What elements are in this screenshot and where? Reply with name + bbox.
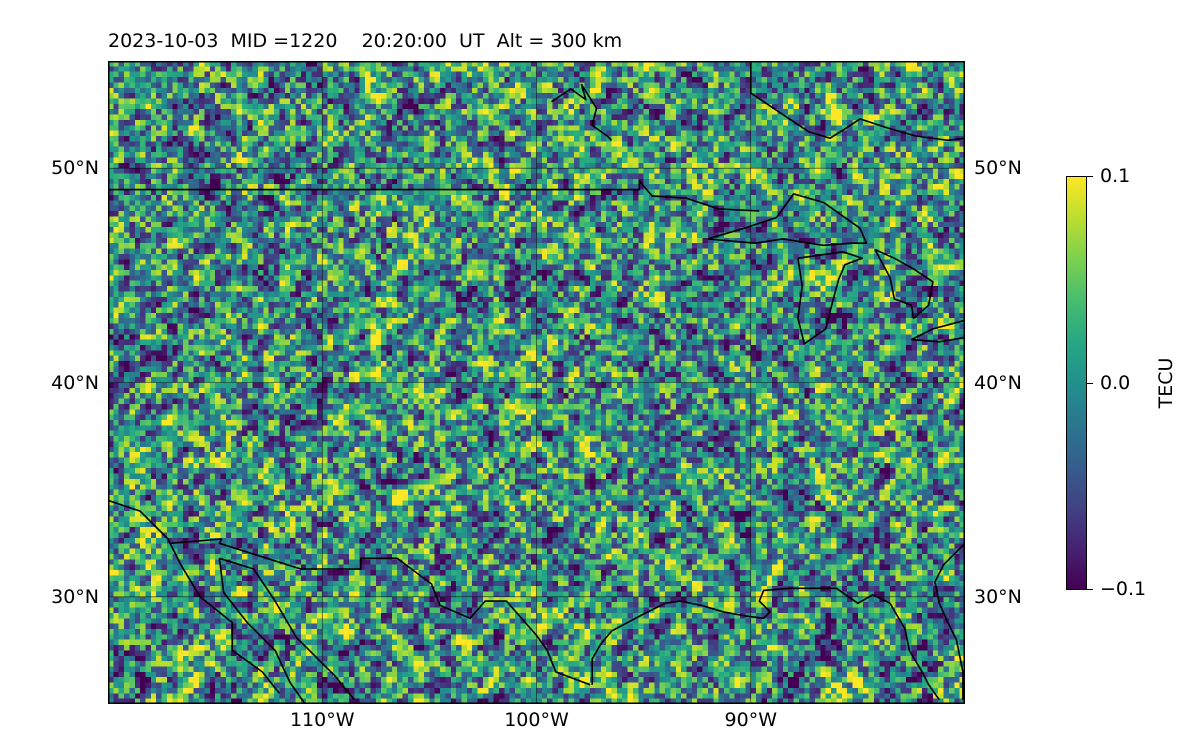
lat-label-right: 50°N bbox=[974, 157, 1022, 180]
coastline-baja-gulf bbox=[218, 558, 306, 704]
coastline-pacific-coast bbox=[108, 499, 281, 694]
lon-label: 90°W bbox=[724, 709, 777, 731]
coastline-hudson-bay bbox=[749, 61, 965, 142]
coastline-mexico-border bbox=[170, 538, 591, 686]
coastline-lake-michigan bbox=[797, 251, 864, 345]
colorbar-tick-label: −0.1 bbox=[1100, 578, 1147, 600]
lat-label-left: 30°N bbox=[51, 585, 99, 608]
colorbar-tick bbox=[1087, 382, 1093, 384]
map-frame bbox=[108, 61, 965, 704]
lon-label: 110°W bbox=[289, 709, 355, 731]
coastline-us-canada-border bbox=[108, 180, 760, 212]
coastline-sonora-coast bbox=[219, 557, 356, 701]
coastline-lake-huron bbox=[874, 248, 934, 320]
colorbar-label: TECU bbox=[1155, 357, 1177, 409]
colorbar-tick bbox=[1087, 176, 1093, 177]
lat-label-right: 40°N bbox=[974, 371, 1022, 394]
colorbar-tick-label: 0.1 bbox=[1100, 165, 1131, 187]
coastline-gulf-coast bbox=[591, 587, 940, 701]
lat-label-left: 50°N bbox=[51, 157, 99, 180]
colorbar bbox=[1066, 176, 1087, 590]
coastline-lake-winnipeg bbox=[551, 83, 613, 141]
lon-label: 100°W bbox=[504, 709, 569, 731]
coastline-lake-superior bbox=[707, 193, 868, 247]
colorbar-tick bbox=[1087, 589, 1093, 590]
coastline-florida-atlantic bbox=[934, 542, 965, 700]
map-panel bbox=[108, 61, 965, 704]
map-title: 2023-10-03 MID =1220 20:20:00 UT Alt = 3… bbox=[108, 30, 623, 52]
map-overlay bbox=[108, 61, 965, 704]
colorbar-tick-label: 0.0 bbox=[1100, 371, 1131, 394]
lat-label-right: 30°N bbox=[974, 585, 1022, 608]
coastline-lakes-east bbox=[911, 319, 965, 343]
lat-label-left: 40°N bbox=[51, 371, 99, 394]
